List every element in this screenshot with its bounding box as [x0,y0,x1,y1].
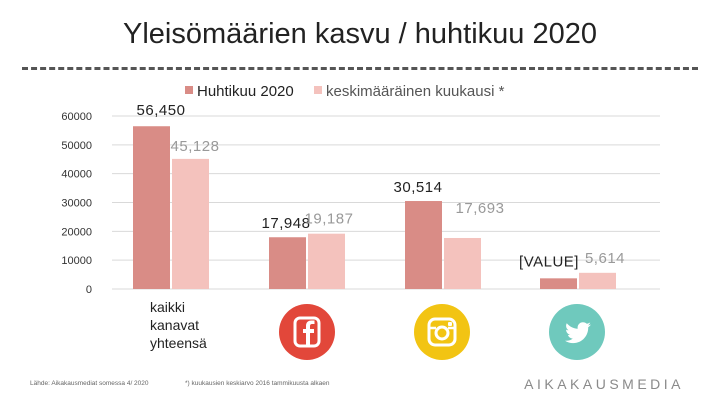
data-label: 56,450 [137,102,186,119]
data-label: 19,187 [305,211,354,228]
bar-average [172,158,209,289]
legend-label: Huhtikuu 2020 [197,83,294,100]
facebook-icon [279,304,335,360]
data-label: 17,693 [456,200,505,217]
y-tick-label: 60000 [61,111,92,123]
bar-april [133,126,170,289]
data-label: 5,614 [585,250,625,267]
average-footnote: *) kuukausien keskiarvo 2016 tammikuusta… [185,380,330,387]
y-tick-label: 30000 [61,198,92,210]
legend-swatch [314,86,322,94]
legend-label: keskimääräinen kuukausi * [326,83,505,100]
legend-swatch [185,86,193,94]
page-title: Yleisömäärien kasvu / huhtikuu 2020 [123,18,597,50]
brand-logo: AIKAKAUSMEDIA [524,376,684,392]
bar-april [540,278,577,289]
data-label: 45,128 [171,138,220,155]
category-label-line: yhteensä [150,335,207,351]
data-label: 30,514 [394,179,443,196]
bar-april [405,201,442,289]
y-tick-label: 0 [86,284,92,296]
data-label: 17,948 [262,215,311,232]
category-label-line: kaikki [150,299,186,315]
data-label: [VALUE] [519,253,579,270]
y-tick-label: 10000 [61,255,92,267]
y-tick-label: 50000 [61,140,92,152]
y-tick-label: 20000 [61,226,92,238]
category-label-line: kanavat [150,317,200,333]
category-label-all-channels: kaikki kanavat yhteensä [150,298,220,352]
bar-april [269,237,306,289]
source-note: Lähde: Aikakausmediat somessa 4/ 2020 [30,380,149,387]
y-tick-label: 40000 [61,169,92,181]
bar-average [308,233,345,289]
title-divider [22,67,698,70]
bar-average [444,237,481,289]
bar-average [579,272,616,289]
instagram-icon [414,304,470,360]
twitter-icon [549,304,605,360]
